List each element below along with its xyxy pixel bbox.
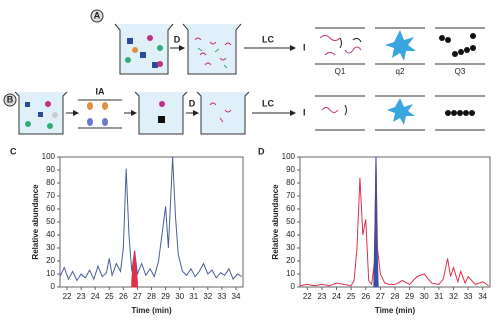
quad-label: q2 — [396, 67, 405, 76]
y-tick-label: 70 — [286, 191, 295, 200]
y-tick-label: 80 — [286, 178, 295, 187]
y-tick-label: 20 — [46, 256, 55, 265]
panel-label: D — [258, 146, 265, 156]
x-axis-label: Time (min) — [131, 306, 172, 315]
x-tick-label: 34 — [478, 292, 487, 301]
y-tick-label: 10 — [286, 269, 295, 278]
y-tick-label: 0 — [51, 282, 56, 291]
ion-label: I — [303, 107, 306, 117]
y-tick-label: 100 — [282, 152, 296, 161]
y-axis-label: Relative abundance — [271, 184, 280, 260]
y-tick-label: 40 — [286, 230, 295, 239]
trace — [59, 156, 242, 282]
x-tick-label: 34 — [232, 292, 241, 301]
step-label: IA — [96, 86, 106, 96]
x-tick-label: 24 — [91, 292, 100, 301]
x-tick-label: 29 — [161, 292, 170, 301]
y-tick-label: 100 — [42, 152, 56, 161]
y-axis-label: Relative abundance — [31, 184, 40, 260]
x-tick-label: 28 — [391, 292, 400, 301]
panel-label: A — [94, 10, 101, 20]
x-tick-label: 27 — [133, 292, 142, 301]
y-tick-label: 60 — [286, 204, 295, 213]
trace — [131, 250, 138, 288]
y-tick-label: 0 — [291, 282, 296, 291]
x-tick-label: 30 — [175, 292, 184, 301]
trace — [299, 156, 489, 287]
y-tick-label: 40 — [46, 230, 55, 239]
x-tick-label: 22 — [303, 292, 312, 301]
x-tick-label: 24 — [332, 292, 341, 301]
x-tick-label: 30 — [420, 292, 429, 301]
y-tick-label: 50 — [286, 217, 295, 226]
x-tick-label: 25 — [105, 292, 114, 301]
plot-frame — [299, 156, 491, 288]
ion-label: I — [303, 42, 306, 52]
quad-label: Q3 — [455, 67, 466, 76]
panel-label: C — [10, 146, 17, 156]
x-tick-label: 32 — [203, 292, 212, 301]
trace — [373, 156, 379, 288]
x-tick-label: 26 — [119, 292, 128, 301]
x-tick-label: 26 — [361, 292, 370, 301]
x-tick-label: 22 — [63, 292, 72, 301]
panel-a: A D LC I Q1 q2 Q3 — [90, 9, 485, 76]
x-tick-label: 28 — [147, 292, 156, 301]
x-tick-label: 31 — [189, 292, 198, 301]
y-tick-label: 50 — [46, 217, 55, 226]
y-tick-label: 60 — [46, 204, 55, 213]
y-tick-label: 10 — [46, 269, 55, 278]
x-axis-label: Time (min) — [375, 306, 416, 315]
y-tick-label: 90 — [46, 165, 55, 174]
x-tick-label: 25 — [347, 292, 356, 301]
y-tick-label: 30 — [286, 243, 295, 252]
method-label: LC — [262, 98, 274, 108]
step-label: D — [174, 34, 181, 44]
beaker — [114, 23, 174, 75]
label-badge — [90, 9, 104, 23]
x-tick-label: 29 — [405, 292, 414, 301]
x-tick-label: 23 — [317, 292, 326, 301]
plot-frame — [59, 156, 244, 288]
step-label: D — [189, 98, 196, 108]
panel-label: B — [7, 94, 14, 104]
x-tick-label: 32 — [449, 292, 458, 301]
quad-label: Q1 — [335, 67, 346, 76]
x-tick-label: 33 — [217, 292, 226, 301]
method-label: LC — [262, 34, 274, 44]
beaker — [182, 23, 242, 75]
y-tick-label: 80 — [46, 178, 55, 187]
x-tick-label: 27 — [376, 292, 385, 301]
x-tick-label: 33 — [464, 292, 473, 301]
y-tick-label: 30 — [46, 243, 55, 252]
y-tick-label: 70 — [46, 191, 55, 200]
x-tick-label: 31 — [434, 292, 443, 301]
panel-b: B IA D LC I — [3, 86, 485, 135]
y-tick-label: 20 — [286, 256, 295, 265]
y-tick-label: 90 — [286, 165, 295, 174]
x-tick-label: 23 — [77, 292, 86, 301]
